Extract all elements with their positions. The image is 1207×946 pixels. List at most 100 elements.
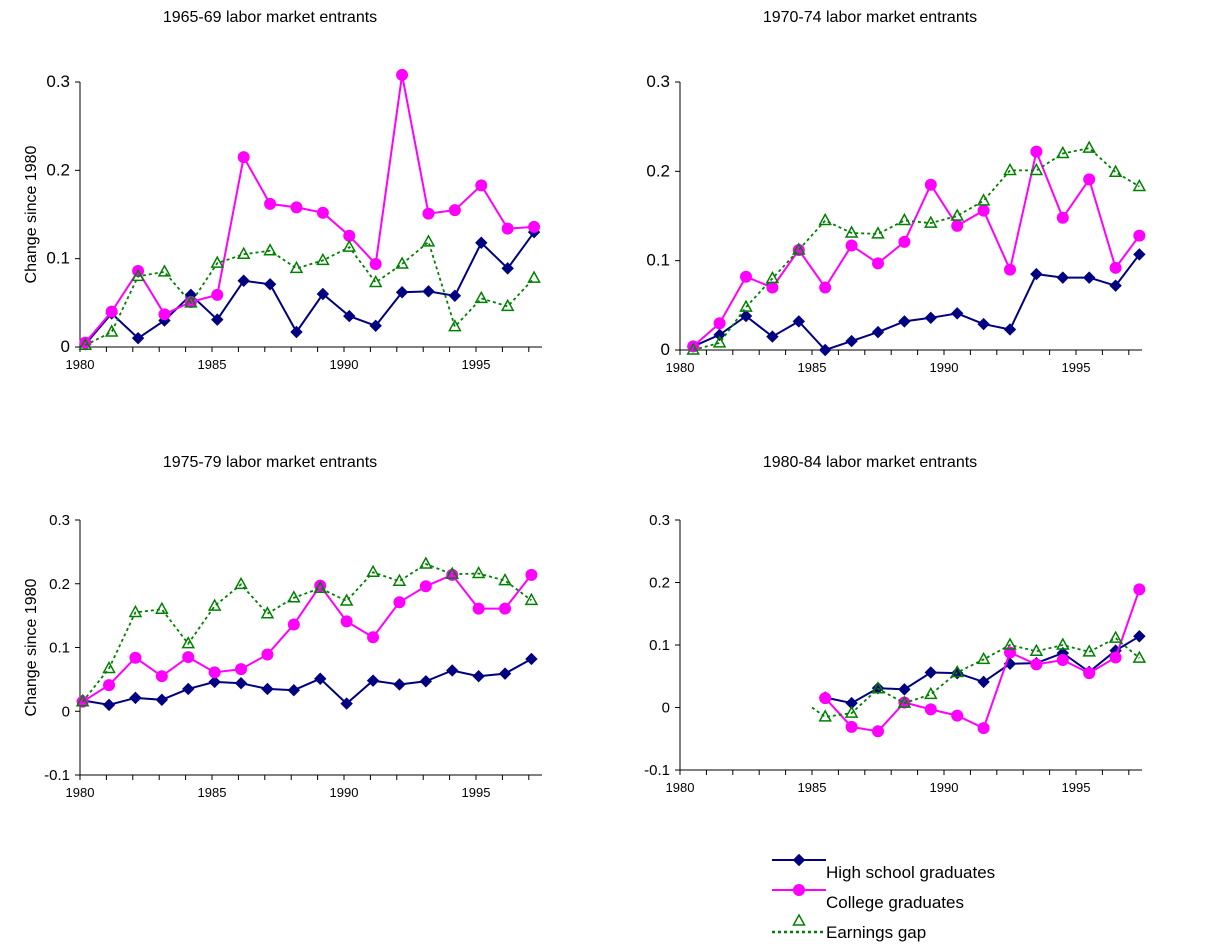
x-tick-label: 1985 <box>198 357 227 372</box>
series-line-col <box>84 74 535 344</box>
data-point-hs <box>419 675 433 688</box>
data-point-col <box>951 219 964 232</box>
y-tick-label: 0.1 <box>46 249 70 268</box>
y-tick-label: 0.2 <box>646 161 670 180</box>
data-point-hs <box>211 313 224 326</box>
data-point-gap <box>155 601 169 614</box>
data-point-hs <box>261 682 274 696</box>
y-tick-label: 0.1 <box>646 251 670 270</box>
data-point-hs <box>1109 279 1122 292</box>
data-point-hs <box>263 278 277 291</box>
data-point-col <box>872 257 884 270</box>
legend-label: High school graduates <box>826 863 995 882</box>
series-line-gap <box>84 240 535 347</box>
data-point-col <box>977 722 990 735</box>
data-point-gap <box>474 290 489 304</box>
data-point-hs <box>422 285 435 298</box>
data-point-col <box>208 666 221 679</box>
data-point-col <box>1056 654 1069 666</box>
data-point-hs <box>924 666 938 679</box>
y-tick-label: 0.3 <box>49 512 70 529</box>
data-point-hs <box>393 678 406 691</box>
data-point-hs <box>924 311 938 325</box>
data-point-gap <box>1056 145 1070 159</box>
data-point-hs <box>343 309 356 323</box>
data-point-gap <box>184 295 198 308</box>
data-point-col <box>951 709 964 722</box>
data-point-col <box>237 151 250 164</box>
x-tick-label: 1985 <box>198 785 227 800</box>
data-point-gap <box>527 270 541 283</box>
data-point-gap <box>765 270 780 284</box>
data-point-gap <box>1082 140 1096 153</box>
data-point-gap <box>419 556 433 569</box>
series-line-gap <box>81 562 532 703</box>
y-axis-label: Change since 1980 <box>23 145 40 283</box>
data-point-gap <box>686 342 700 355</box>
data-point-gap <box>897 695 912 708</box>
data-point-gap <box>339 593 354 606</box>
data-point-hs <box>448 289 462 302</box>
data-point-gap <box>950 664 964 678</box>
x-tick-label: 1990 <box>330 357 359 372</box>
x-tick-label: 1995 <box>1062 780 1091 795</box>
data-point-hs <box>155 693 169 706</box>
data-point-hs <box>234 676 248 690</box>
legend-label: College graduates <box>826 893 964 912</box>
data-point-gap <box>289 260 304 274</box>
data-point-hs <box>1082 271 1096 284</box>
data-point-hs <box>766 330 779 343</box>
y-tick-label: 0.3 <box>646 72 670 91</box>
chart-title: 1980-84 labor market entrants <box>763 454 977 471</box>
data-point-col <box>393 596 406 609</box>
data-point-col <box>924 703 937 716</box>
data-point-col <box>105 305 118 318</box>
data-point-gap <box>75 694 90 707</box>
data-point-hs <box>475 236 488 249</box>
data-point-hs <box>369 319 382 333</box>
y-tick-label: 0.3 <box>649 512 670 529</box>
data-point-gap <box>1003 637 1017 650</box>
data-point-gap <box>448 319 462 332</box>
data-point-hs <box>1133 630 1146 643</box>
data-point-col <box>1056 211 1069 224</box>
data-point-gap <box>104 324 119 337</box>
data-point-gap <box>128 604 143 618</box>
data-point-col <box>158 308 171 321</box>
data-point-hs <box>290 325 303 339</box>
data-point-hs <box>845 334 858 348</box>
data-point-hs <box>871 325 885 339</box>
data-point-hs <box>501 262 514 275</box>
legend-label: Earnings gap <box>826 923 926 942</box>
chart-title: 1970-74 labor market entrants <box>763 9 977 26</box>
data-point-col <box>367 631 380 644</box>
chart-title: 1965-69 labor market entrants <box>163 9 377 26</box>
data-point-gap <box>210 255 225 268</box>
data-point-hs <box>1003 323 1017 336</box>
data-point-hs <box>340 697 353 710</box>
data-point-col <box>845 239 858 252</box>
y-axis-label: Change since 1980 <box>23 578 40 716</box>
data-point-gap <box>1029 643 1044 656</box>
legend: High school graduates College graduates Ea… <box>772 853 995 942</box>
data-point-gap <box>844 225 859 238</box>
data-point-col <box>977 204 990 217</box>
data-point-hs <box>739 309 753 323</box>
data-point-gap <box>181 636 196 649</box>
series-line-hs <box>692 253 1141 352</box>
data-point-gap <box>1108 164 1123 177</box>
legend-item-hs: High school graduates <box>772 853 995 882</box>
data-point-hs <box>818 343 832 357</box>
legend-swatch-marker <box>793 884 805 896</box>
series-line-col <box>692 148 1141 348</box>
data-point-col <box>475 179 488 192</box>
data-point-gap <box>78 337 93 350</box>
data-point-hs <box>316 287 330 301</box>
x-tick-label: 1980 <box>66 785 95 800</box>
data-point-gap <box>260 606 275 619</box>
data-point-hs <box>1030 267 1043 281</box>
data-point-col <box>419 580 432 593</box>
data-point-gap <box>1132 650 1147 663</box>
data-point-col <box>235 663 248 676</box>
chart-panel: 1980-84 labor market entrants -0.1 0 0.1 0.2… <box>644 454 1147 795</box>
